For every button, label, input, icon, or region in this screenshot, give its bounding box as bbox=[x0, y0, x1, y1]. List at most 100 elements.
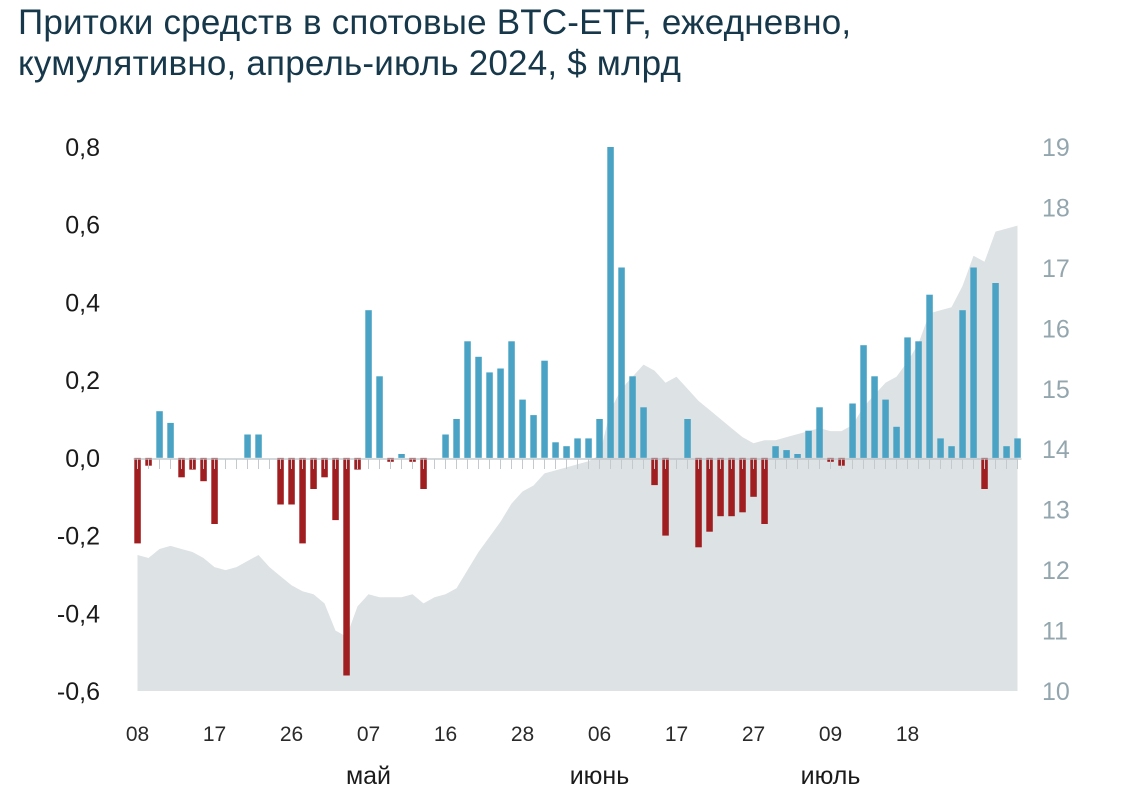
flow-bar bbox=[211, 457, 218, 524]
right-y-tick-label: 15 bbox=[1042, 376, 1070, 404]
flow-bar bbox=[332, 457, 339, 521]
flow-bar bbox=[772, 446, 779, 458]
left-y-tick-label: 0,8 bbox=[65, 134, 100, 162]
flow-bar bbox=[937, 438, 944, 458]
flow-bar bbox=[926, 294, 933, 458]
right-y-tick-label: 11 bbox=[1042, 618, 1068, 646]
flow-bar bbox=[618, 267, 625, 458]
x-tick-label: 27 bbox=[742, 723, 765, 746]
flow-bar bbox=[651, 457, 658, 486]
flow-bar bbox=[585, 438, 592, 458]
right-y-tick-label: 12 bbox=[1042, 557, 1070, 585]
left-y-tick-label: 0,6 bbox=[65, 212, 100, 240]
flow-bar bbox=[288, 457, 295, 505]
flow-bar bbox=[453, 419, 460, 458]
right-y-tick-label: 18 bbox=[1042, 194, 1070, 222]
flow-bar bbox=[904, 337, 911, 458]
flow-bar bbox=[167, 422, 174, 458]
daily-flow-bars bbox=[134, 147, 1021, 676]
right-y-axis-labels: 19 18 17 16 15 14 13 12 11 10 bbox=[1042, 134, 1070, 706]
chart-title-line-2: кумулятивно, апрель-июль 2024, $ млрд bbox=[18, 44, 682, 83]
flow-bar bbox=[563, 446, 570, 458]
flow-bar bbox=[255, 434, 262, 458]
right-y-tick-label: 16 bbox=[1042, 315, 1070, 343]
flow-bar bbox=[1014, 438, 1021, 458]
flow-bar bbox=[343, 457, 350, 676]
flow-bar bbox=[299, 457, 306, 544]
flow-bar bbox=[750, 457, 757, 497]
x-axis bbox=[133, 458, 1022, 469]
flow-bar bbox=[156, 411, 163, 458]
x-tick-label: 17 bbox=[665, 723, 688, 746]
chart-title: Притоки средств в спотовые BTC-ETF, ежед… bbox=[18, 2, 1128, 84]
flow-bar bbox=[849, 403, 856, 458]
flow-bar bbox=[574, 438, 581, 458]
flow-bar bbox=[695, 457, 702, 548]
flow-bar bbox=[541, 360, 548, 458]
month-label: май bbox=[346, 762, 391, 790]
chart-title-line-1: Притоки средств в спотовые BTC-ETF, ежед… bbox=[18, 3, 852, 42]
flow-bar bbox=[376, 376, 383, 458]
flow-bar bbox=[398, 454, 405, 458]
flow-bar bbox=[992, 283, 999, 458]
flow-bar bbox=[200, 457, 207, 482]
x-tick-label: 17 bbox=[203, 723, 226, 746]
left-y-tick-label: 0,4 bbox=[65, 289, 100, 317]
flow-bar bbox=[497, 368, 504, 458]
left-y-tick-label: -0,4 bbox=[57, 600, 100, 628]
right-y-tick-label: 19 bbox=[1042, 134, 1070, 162]
flow-bar bbox=[871, 376, 878, 458]
flow-bar bbox=[244, 434, 251, 458]
flow-bar bbox=[970, 267, 977, 458]
right-y-tick-label: 17 bbox=[1042, 255, 1070, 283]
flow-bar bbox=[959, 310, 966, 458]
right-y-tick-label: 13 bbox=[1042, 497, 1070, 525]
flow-bar bbox=[882, 399, 889, 458]
flow-bar bbox=[783, 450, 790, 458]
flow-bar bbox=[310, 457, 317, 489]
left-y-axis-labels: 0,8 0,6 0,4 0,2 0,0 -0,2 -0,4 -0,6 bbox=[57, 134, 100, 706]
x-tick-label: 16 bbox=[434, 723, 457, 746]
flow-bar bbox=[739, 457, 746, 513]
flow-bar bbox=[816, 407, 823, 458]
flow-bar bbox=[134, 457, 141, 544]
flow-bar bbox=[552, 442, 559, 458]
flow-bar bbox=[662, 457, 669, 536]
left-y-tick-label: 0,0 bbox=[65, 445, 100, 473]
flow-bar bbox=[640, 407, 647, 458]
flow-bar bbox=[629, 376, 636, 458]
flow-bar bbox=[948, 446, 955, 458]
flow-bar bbox=[717, 457, 724, 517]
left-y-tick-label: -0,6 bbox=[57, 678, 100, 706]
flow-bar bbox=[805, 430, 812, 458]
flow-bar bbox=[464, 341, 471, 458]
flow-bar bbox=[519, 399, 526, 458]
flow-bar bbox=[915, 341, 922, 458]
flow-bar bbox=[893, 426, 900, 458]
flow-bar bbox=[728, 457, 735, 517]
flow-bar bbox=[365, 310, 372, 458]
flow-bar bbox=[706, 457, 713, 532]
x-tick-label: 18 bbox=[896, 723, 919, 746]
flow-bar bbox=[596, 419, 603, 458]
month-label: июнь bbox=[570, 762, 630, 790]
flow-bar bbox=[981, 457, 988, 489]
cumulative-area bbox=[137, 225, 1018, 691]
x-tick-label: 26 bbox=[280, 723, 303, 746]
left-y-tick-label: -0,2 bbox=[57, 523, 100, 551]
cumulative-area-layer bbox=[137, 225, 1018, 691]
right-y-tick-label: 14 bbox=[1042, 436, 1070, 464]
left-y-tick-label: 0,2 bbox=[65, 367, 100, 395]
right-y-tick-label: 10 bbox=[1042, 678, 1070, 706]
flow-bar bbox=[860, 345, 867, 458]
flow-bar bbox=[420, 457, 427, 489]
x-tick-label: 28 bbox=[511, 723, 534, 746]
flow-bar bbox=[1003, 446, 1010, 458]
flow-bar bbox=[486, 372, 493, 458]
flow-bar bbox=[475, 356, 482, 458]
flow-bar bbox=[508, 341, 515, 458]
x-tick-label: 06 bbox=[588, 723, 611, 746]
x-axis-labels: 08 17 26 07 16 28 06 17 27 09 18 май июнь июль bbox=[126, 723, 919, 790]
flow-bar bbox=[794, 454, 801, 458]
